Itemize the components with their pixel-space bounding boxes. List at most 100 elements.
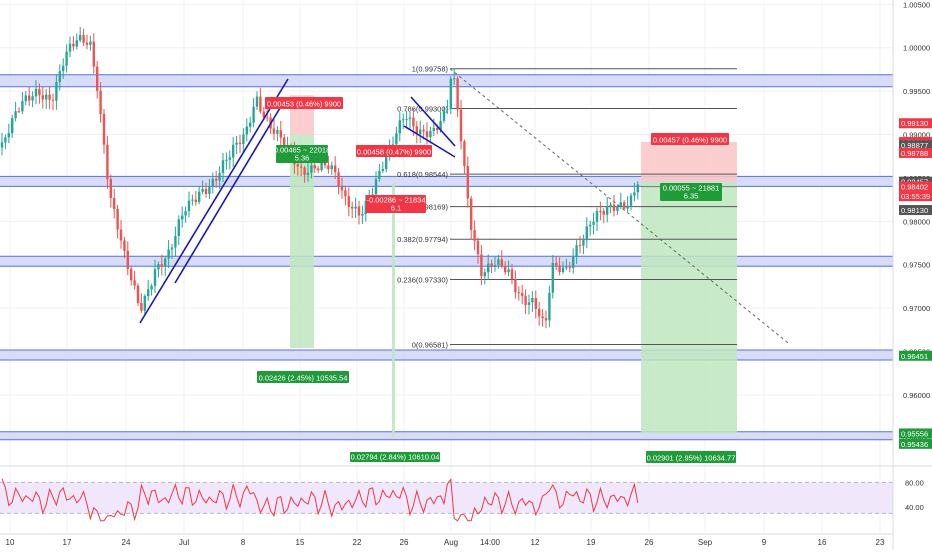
annotation-text: -0.00286 ~ 21834 bbox=[366, 196, 425, 205]
time-tick-label: 15 bbox=[296, 538, 305, 547]
candle-body bbox=[344, 190, 347, 197]
annotation-text: 6.1 bbox=[391, 204, 401, 213]
price-tag-text: 0.98130 bbox=[901, 206, 928, 215]
candle-body bbox=[228, 157, 231, 160]
annotation-text: 0.00453 (0.46%) 9900 bbox=[267, 100, 341, 109]
candle-body bbox=[276, 130, 279, 134]
candle-body bbox=[303, 167, 306, 175]
candle-body bbox=[514, 278, 517, 293]
time-tick-label: 17 bbox=[63, 538, 72, 547]
candle-body bbox=[592, 221, 595, 225]
candle-body bbox=[463, 141, 466, 167]
zone-band bbox=[0, 431, 893, 440]
candle-body bbox=[459, 109, 463, 142]
price-tag-text: 0.98877 bbox=[901, 141, 928, 150]
zone-band bbox=[0, 176, 893, 187]
candle-body bbox=[62, 65, 65, 72]
candle-body bbox=[507, 269, 510, 273]
candle-body bbox=[487, 263, 490, 273]
candle-body bbox=[123, 240, 126, 251]
price-tick-label: 0.95500 bbox=[903, 434, 930, 443]
time-tick-label: 12 bbox=[531, 538, 540, 547]
candle-body bbox=[599, 211, 602, 213]
annotation-badge bbox=[366, 204, 426, 213]
candle-body bbox=[575, 245, 578, 258]
candle-body bbox=[113, 197, 116, 209]
candle-body bbox=[147, 289, 150, 297]
price-tag bbox=[899, 205, 932, 216]
candle-body bbox=[374, 178, 378, 195]
candle-body bbox=[201, 188, 204, 192]
price-tag bbox=[899, 140, 932, 151]
candle-body bbox=[500, 259, 503, 267]
price-tag-text: 0.95436 bbox=[901, 440, 928, 449]
candle-body bbox=[225, 159, 228, 161]
candle-body bbox=[28, 95, 31, 101]
time-tick-label: 19 bbox=[587, 538, 596, 547]
trend-line bbox=[139, 78, 289, 324]
candle-body bbox=[17, 111, 21, 113]
time-tick-label: Aug bbox=[444, 538, 458, 547]
candle-body bbox=[361, 213, 364, 216]
candle-body bbox=[561, 267, 565, 273]
candle-body bbox=[238, 142, 242, 145]
price-tick-label: 0.96000 bbox=[903, 391, 930, 400]
candle-body bbox=[300, 166, 303, 168]
price-tag-text: 03:55:39 bbox=[901, 192, 930, 201]
candle-body bbox=[136, 285, 140, 303]
candle-body bbox=[235, 142, 238, 145]
annotation-text: 6.35 bbox=[684, 192, 699, 201]
candle-body bbox=[174, 236, 177, 248]
candle-body bbox=[541, 316, 544, 319]
price-tick-label: 0.99500 bbox=[903, 87, 930, 96]
candle-body bbox=[606, 206, 609, 215]
candle-body bbox=[616, 206, 619, 211]
candle-body bbox=[106, 144, 109, 180]
candle-body bbox=[347, 196, 350, 207]
candle-body bbox=[351, 206, 354, 209]
trend-line bbox=[410, 96, 456, 147]
candle-body bbox=[446, 109, 449, 111]
annotation-badge bbox=[265, 97, 343, 109]
annotation-text: 0.00458 (0.47%) 9900 bbox=[357, 148, 431, 157]
candle-body bbox=[480, 254, 483, 277]
annotation-text: 0.02901 (2.95%) 10634.77 bbox=[647, 454, 736, 463]
candle-body bbox=[245, 126, 248, 135]
candle-body bbox=[82, 34, 85, 43]
price-tag bbox=[899, 147, 932, 158]
candle-body bbox=[198, 191, 201, 202]
candle-body bbox=[504, 266, 507, 273]
candle-body bbox=[381, 168, 384, 171]
rsi-line bbox=[1, 478, 639, 522]
annotation-text: 0.02794 (2.84%) 10610.04 bbox=[351, 453, 440, 462]
candle-body bbox=[483, 272, 486, 277]
candle-body bbox=[130, 268, 133, 281]
candle-body bbox=[133, 280, 136, 286]
zone-band bbox=[0, 256, 893, 267]
candle-body bbox=[184, 211, 187, 216]
candle-body bbox=[24, 95, 27, 102]
candle-body bbox=[323, 162, 327, 166]
candle-body bbox=[623, 202, 626, 209]
candle-body bbox=[439, 120, 442, 131]
annotation-badge bbox=[350, 452, 440, 462]
candle-body bbox=[41, 95, 44, 100]
candle-body bbox=[629, 195, 633, 206]
candle-body bbox=[558, 265, 561, 273]
candle-body bbox=[395, 133, 398, 145]
candle-body bbox=[181, 215, 184, 220]
candle-body bbox=[585, 226, 588, 240]
candle-body bbox=[402, 119, 405, 121]
candle-body bbox=[405, 119, 408, 121]
candle-body bbox=[602, 211, 605, 215]
candle-body bbox=[408, 117, 412, 120]
candle-body bbox=[68, 43, 72, 52]
time-tick-label: 14:00 bbox=[480, 538, 501, 547]
time-axis: 10 17 24 Jul 8 15 22 26 Aug 14:00 12 19 26 Sep 9 16 23 bbox=[0, 533, 893, 547]
candle-body bbox=[470, 198, 473, 230]
candle-body bbox=[412, 117, 415, 127]
time-tick-label: Jul bbox=[179, 538, 189, 547]
candle-body bbox=[296, 164, 299, 167]
candle-body bbox=[544, 318, 548, 321]
